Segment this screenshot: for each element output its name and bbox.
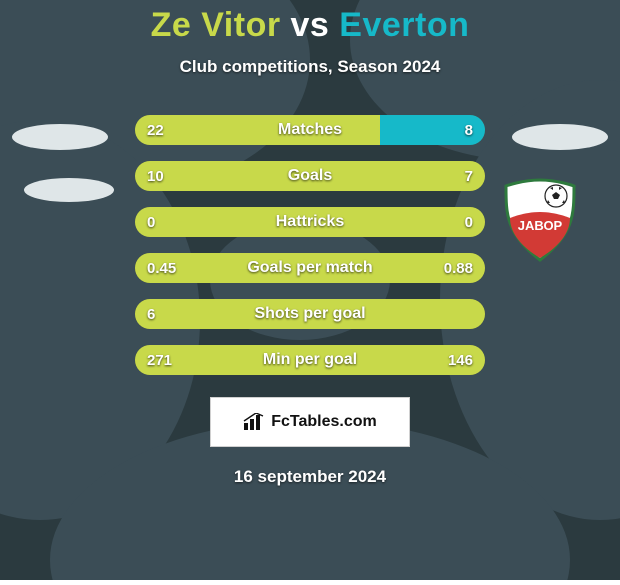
stat-row: 22 Matches 8	[135, 115, 485, 145]
branding-text: FcTables.com	[271, 413, 377, 431]
branding-box[interactable]: FcTables.com	[210, 397, 410, 447]
chart-icon	[243, 413, 265, 431]
subtitle: Club competitions, Season 2024	[180, 57, 441, 77]
page-title: Ze Vitor vs Everton	[151, 6, 470, 45]
footer-date: 16 september 2024	[234, 467, 386, 487]
stat-row: 0.45 Goals per match 0.88	[135, 253, 485, 283]
stat-row: 0 Hattricks 0	[135, 207, 485, 237]
title-left: Ze Vitor	[151, 6, 281, 44]
bar-left-fill	[135, 207, 485, 237]
stat-row: 271 Min per goal 146	[135, 345, 485, 375]
bar-left-fill	[135, 161, 485, 191]
bar-left-fill	[135, 115, 380, 145]
bar-left-fill	[135, 345, 485, 375]
title-vs: vs	[281, 6, 340, 44]
bar-right-fill	[380, 115, 485, 145]
stat-rows: 22 Matches 8 10 Goals 7 0 Hattricks 0 0.…	[0, 115, 620, 375]
stat-row: 6 Shots per goal	[135, 299, 485, 329]
stat-row: 10 Goals 7	[135, 161, 485, 191]
title-right: Everton	[339, 6, 469, 44]
bar-left-fill	[135, 299, 485, 329]
bar-left-fill	[135, 253, 485, 283]
